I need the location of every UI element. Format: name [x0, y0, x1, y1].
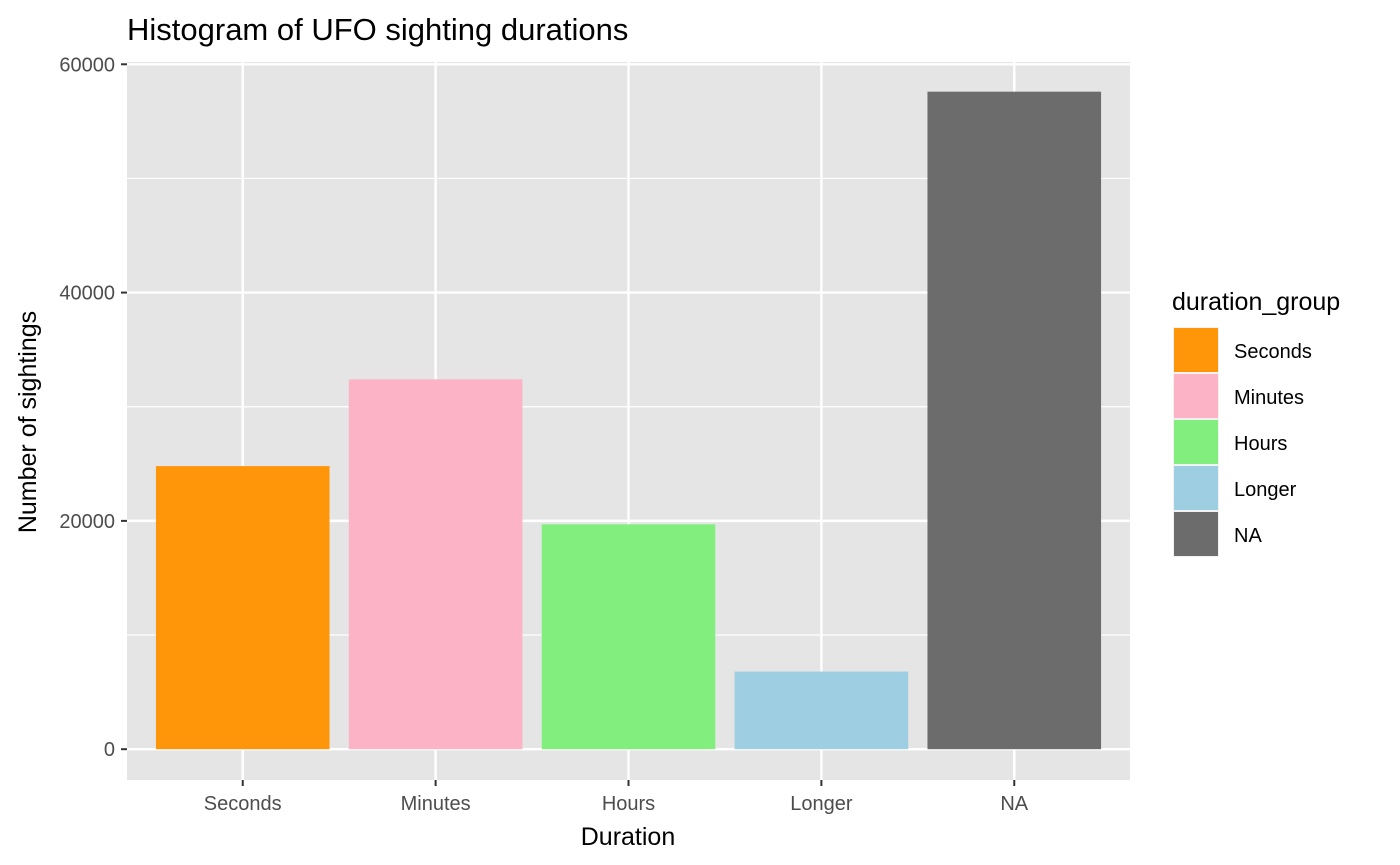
bar-hours: [541, 524, 716, 750]
y-tick-label: 60000: [59, 54, 115, 76]
legend-label: Minutes: [1234, 387, 1304, 409]
x-tick-label: NA: [1000, 793, 1028, 815]
legend-label: Longer: [1234, 479, 1297, 501]
x-tick-label: Hours: [602, 793, 655, 815]
legend-swatch-minutes: [1174, 374, 1218, 418]
x-tick-label: Longer: [790, 793, 853, 815]
bar-minutes: [348, 379, 523, 750]
bars: [155, 91, 1102, 750]
y-tick-label: 40000: [59, 283, 115, 305]
x-axis: Seconds Minutes Hours Longer NA: [204, 780, 1029, 815]
legend: duration_group Seconds Minutes Hours Longer…: [1172, 288, 1340, 557]
legend-label: Hours: [1234, 433, 1287, 455]
x-axis-title: Duration: [581, 823, 676, 851]
legend-swatch-hours: [1174, 420, 1218, 464]
chart-title: Histogram of UFO sighting durations: [127, 12, 628, 47]
x-tick-label: Seconds: [204, 793, 282, 815]
legend-swatch-na: [1174, 512, 1218, 556]
y-tick-label: 0: [104, 739, 115, 761]
legend-swatch-longer: [1174, 466, 1218, 510]
y-axis-title: Number of sightings: [14, 311, 42, 533]
bar-longer: [734, 671, 909, 750]
y-tick-label: 20000: [59, 511, 115, 533]
legend-swatch-seconds: [1174, 328, 1218, 372]
y-axis: 0 20000 40000 60000: [59, 54, 127, 761]
legend-label: NA: [1234, 525, 1262, 547]
x-tick-label: Minutes: [401, 793, 471, 815]
bar-na: [927, 91, 1102, 750]
legend-items: Seconds Minutes Hours Longer NA: [1173, 327, 1312, 557]
bar-seconds: [155, 466, 330, 750]
legend-title: duration_group: [1172, 288, 1340, 316]
legend-label: Seconds: [1234, 341, 1312, 363]
